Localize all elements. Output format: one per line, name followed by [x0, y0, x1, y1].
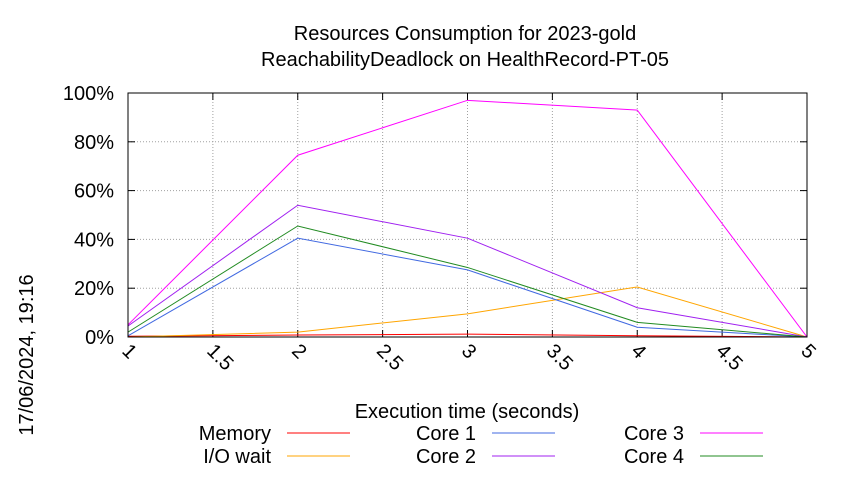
x-tick-label: 2.5 [372, 340, 407, 375]
plot-frame [127, 92, 808, 338]
series-line-memory [127, 333, 808, 338]
x-tick-label: 2 [287, 340, 310, 363]
chart-title-line2: ReachabilityDeadlock on HealthRecord-PT-… [261, 49, 669, 71]
series-line-core-1 [127, 237, 808, 338]
series-line-core-4 [127, 225, 808, 338]
y-tick-label: 80% [74, 132, 114, 154]
legend-label: Memory [199, 423, 271, 445]
x-tick-label: 5 [796, 340, 819, 363]
x-tick-label: 4.5 [712, 340, 747, 375]
series-line-core-3 [127, 99, 808, 338]
legend-label: Core 3 [624, 423, 684, 445]
series-lines [127, 99, 808, 338]
x-tick-label: 3 [457, 340, 480, 363]
chart-title-line1: Resources Consumption for 2023-gold [294, 23, 636, 45]
x-tick-label: 4 [627, 340, 650, 363]
timestamp: 17/06/2024, 19:16 [16, 274, 38, 435]
y-tick-label: 100% [63, 83, 114, 105]
x-tick-label: 1.5 [202, 340, 237, 375]
x-tick-labels: 1 1.5 2 2.5 3 3.5 4 4.5 5 [117, 340, 819, 375]
legend-label: I/O wait [203, 446, 271, 468]
y-tick-label: 60% [74, 181, 114, 203]
legend-label: Core 4 [624, 446, 684, 468]
series-line-core-2 [127, 204, 808, 338]
y-tick-labels: 0% 20% 40% 60% 80% 100% [63, 83, 114, 349]
y-tick-label: 0% [85, 327, 114, 349]
legend-label: Core 2 [416, 446, 476, 468]
series-line-i-o-wait [127, 286, 808, 338]
legend-label: Core 1 [416, 423, 476, 445]
x-tick-label: 3.5 [542, 340, 577, 375]
x-axis-label: Execution time (seconds) [355, 401, 580, 423]
y-tick-label: 40% [74, 229, 114, 251]
grid [127, 92, 808, 338]
x-tick-label: 1 [117, 340, 140, 363]
y-tick-label: 20% [74, 278, 114, 300]
